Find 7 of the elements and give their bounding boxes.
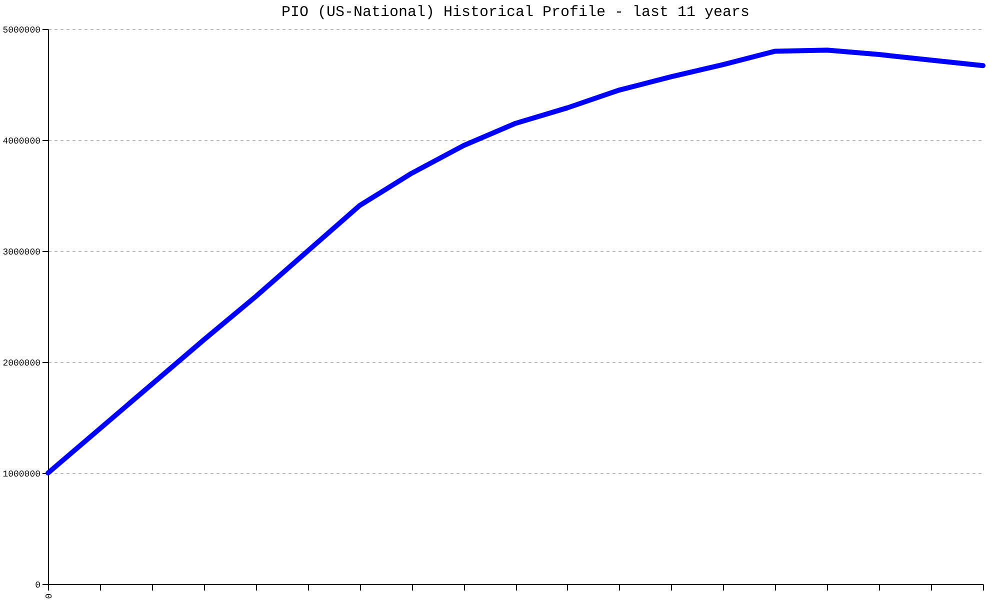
y-tick-label: 5000000 [2, 26, 40, 36]
y-tick-label: 1000000 [2, 470, 40, 480]
y-tick-label: 4000000 [2, 136, 40, 146]
y-tick-label: 2000000 [2, 358, 40, 368]
y-tick-label: 3000000 [2, 248, 40, 258]
chart-title: PIO (US-National) Historical Profile - last 11 years [281, 4, 750, 21]
y-tick-label: 0 [35, 580, 40, 590]
